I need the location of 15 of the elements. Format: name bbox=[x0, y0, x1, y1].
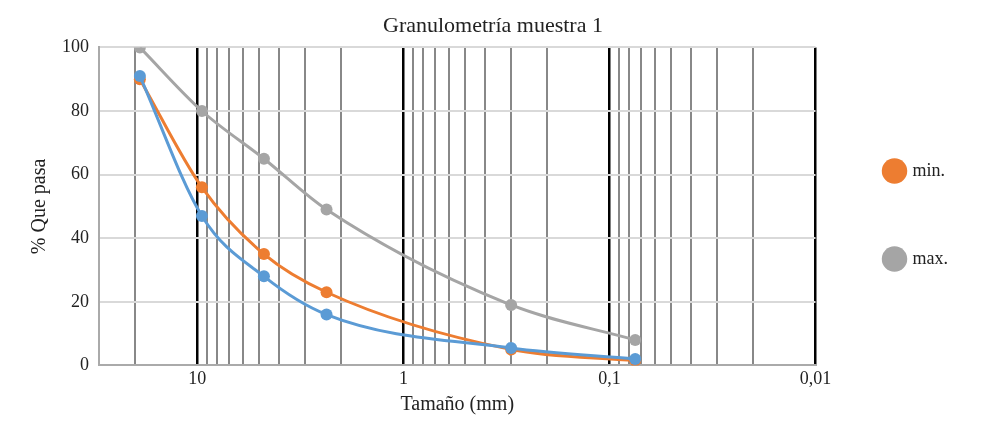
x-tick-label: 0,01 bbox=[799, 367, 832, 388]
x-tick-label: 0,1 bbox=[598, 367, 621, 388]
legend-label: max. bbox=[912, 247, 949, 268]
y-tick-label: 40 bbox=[71, 226, 89, 247]
x-tick-label: 1 bbox=[398, 367, 408, 388]
y-axis-title: % Que pasa bbox=[27, 158, 51, 255]
chart-title: Granulometría muestra 1 bbox=[383, 11, 603, 37]
x-tick-label: 10 bbox=[188, 367, 207, 388]
y-tick-label: 20 bbox=[71, 290, 89, 311]
y-tick-label: 60 bbox=[71, 163, 89, 184]
x-axis-title: Tamaño (mm) bbox=[400, 392, 515, 416]
legend-label: min. bbox=[912, 159, 946, 180]
y-tick-label: 80 bbox=[71, 99, 89, 120]
y-tick-label: 0 bbox=[80, 354, 89, 375]
y-tick-label: 100 bbox=[62, 36, 89, 57]
